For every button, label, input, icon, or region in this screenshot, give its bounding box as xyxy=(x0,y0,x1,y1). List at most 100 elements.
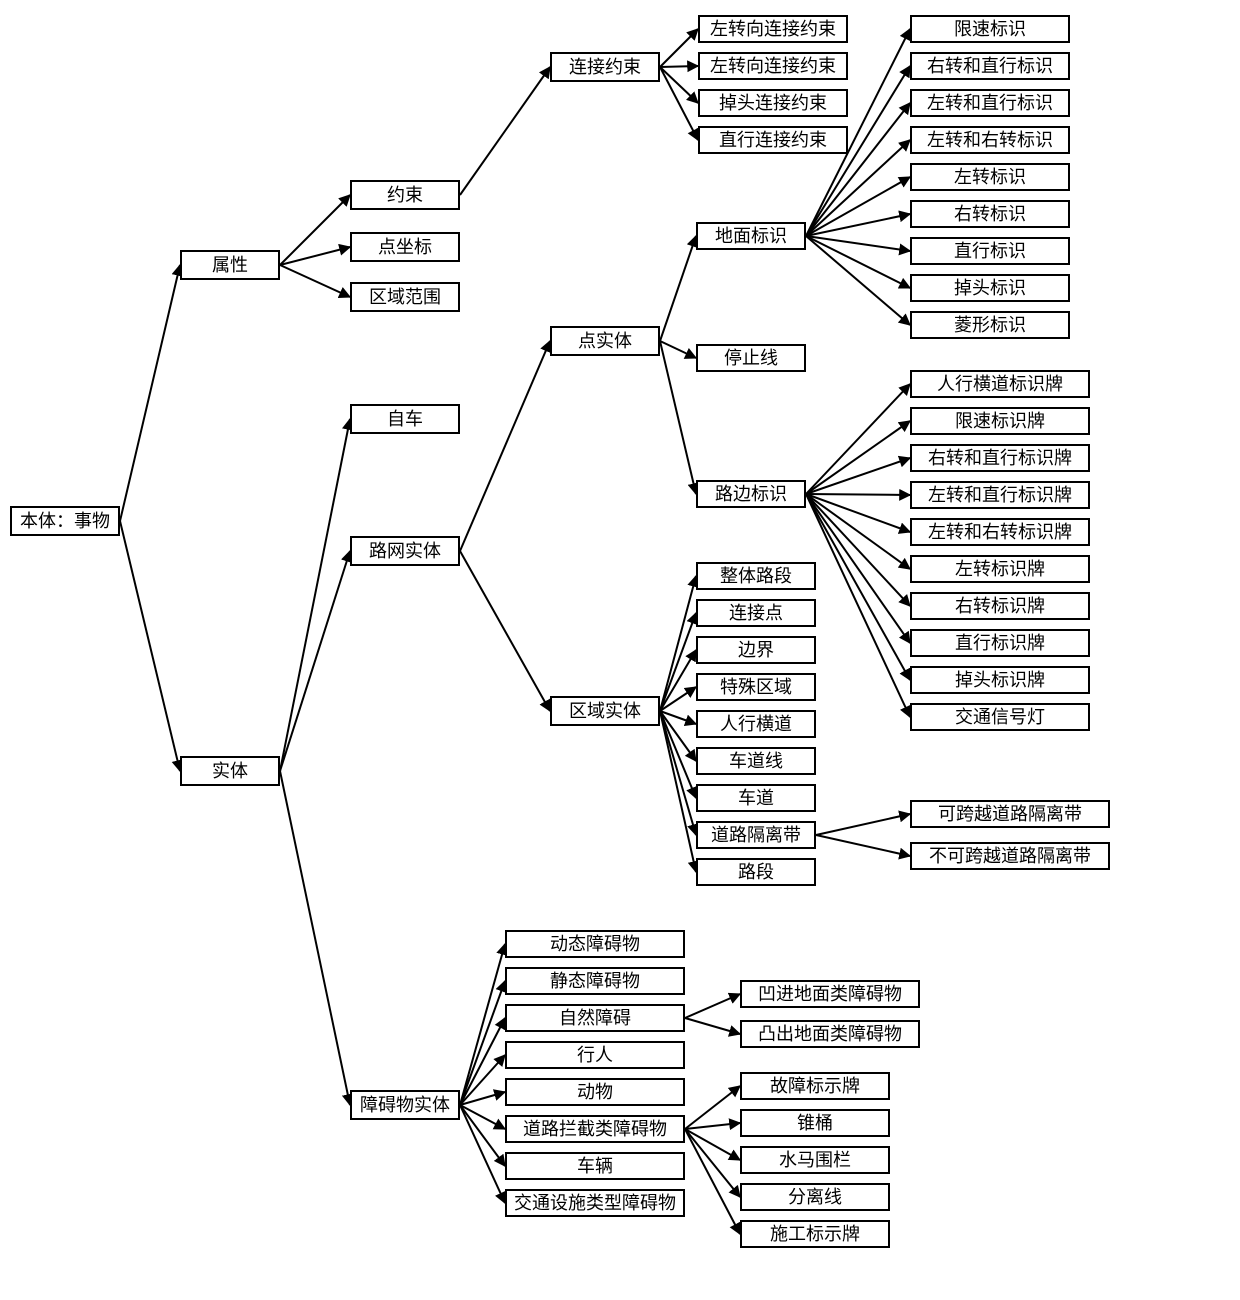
edge-ob_natural-nat_concave xyxy=(685,994,740,1018)
node-label: 右转标识 xyxy=(954,205,1026,223)
edge-area_entity-ae_divider xyxy=(660,711,696,835)
node-label: 整体路段 xyxy=(720,567,792,585)
node-label: 左转和直行标识 xyxy=(927,94,1053,112)
edge-obstacle-ob_natural xyxy=(460,1018,505,1105)
node-rs_right: 右转标识牌 xyxy=(910,592,1090,620)
edge-road_side_sign-rs_speed xyxy=(806,421,910,494)
edge-area_entity-ae_crosswalk xyxy=(660,711,696,724)
node-ae_whole: 整体路段 xyxy=(696,562,816,590)
edge-ground_sign-gs_left xyxy=(806,177,910,236)
node-label: 右转和直行标识 xyxy=(927,57,1053,75)
node-rs_left: 左转标识牌 xyxy=(910,555,1090,583)
node-gs_left_right: 左转和右转标识 xyxy=(910,126,1070,154)
node-cc_left1: 左转向连接约束 xyxy=(698,15,848,43)
node-label: 地面标识 xyxy=(715,227,787,245)
node-entity: 实体 xyxy=(180,756,280,786)
edge-attr-area_range xyxy=(280,265,350,297)
node-cc_straight: 直行连接约束 xyxy=(698,126,848,154)
node-nat_convex: 凸出地面类障碍物 xyxy=(740,1020,920,1048)
node-cc_left2: 左转向连接约束 xyxy=(698,52,848,80)
node-label: 车道线 xyxy=(729,752,783,770)
node-point_coord: 点坐标 xyxy=(350,232,460,262)
edge-road_net-point_entity xyxy=(460,341,550,551)
node-label: 区域实体 xyxy=(569,702,641,720)
node-label: 掉头连接约束 xyxy=(719,94,827,112)
edge-road_side_sign-rs_right_st xyxy=(806,458,910,494)
node-rb_lane: 分离线 xyxy=(740,1183,890,1211)
node-gs_straight: 直行标识 xyxy=(910,237,1070,265)
edge-root-entity xyxy=(120,521,180,771)
node-label: 掉头标识 xyxy=(954,279,1026,297)
node-ob_animal: 动物 xyxy=(505,1078,685,1106)
node-label: 掉头标识牌 xyxy=(955,671,1045,689)
node-rs_right_st: 右转和直行标识牌 xyxy=(910,444,1090,472)
node-label: 约束 xyxy=(387,186,423,204)
edge-ob_roadblock-rb_barrier xyxy=(685,1129,740,1160)
edge-obstacle-ob_ped xyxy=(460,1055,505,1105)
node-gs_right: 右转标识 xyxy=(910,200,1070,228)
edge-obstacle-ob_roadblock xyxy=(460,1105,505,1129)
node-ae_crosswalk: 人行横道 xyxy=(696,710,816,738)
node-label: 交通信号灯 xyxy=(955,708,1045,726)
node-attr: 属性 xyxy=(180,250,280,280)
node-ob_dynamic: 动态障碍物 xyxy=(505,930,685,958)
edge-ob_natural-nat_convex xyxy=(685,1018,740,1034)
edge-road_side_sign-rs_pedcross xyxy=(806,384,910,494)
node-label: 连接点 xyxy=(729,604,783,622)
node-label: 车辆 xyxy=(577,1157,613,1175)
node-gs_right_st: 右转和直行标识 xyxy=(910,52,1070,80)
edge-conn_constraint-cc_left1 xyxy=(660,29,698,67)
node-label: 连接约束 xyxy=(569,58,641,76)
edge-constraint-conn_constraint xyxy=(460,67,550,195)
edge-obstacle-ob_facility xyxy=(460,1105,505,1203)
edge-obstacle-ob_animal xyxy=(460,1092,505,1105)
node-ae_segment: 路段 xyxy=(696,858,816,886)
edge-entity-road_net xyxy=(280,551,350,771)
node-rs_left_st: 左转和直行标识牌 xyxy=(910,481,1090,509)
edge-point_entity-stop_line xyxy=(660,341,696,358)
node-label: 特殊区域 xyxy=(720,678,792,696)
edge-point_entity-ground_sign xyxy=(660,236,696,341)
node-label: 故障标示牌 xyxy=(770,1077,860,1095)
node-label: 路网实体 xyxy=(369,542,441,560)
edge-obstacle-ob_dynamic xyxy=(460,944,505,1105)
node-obstacle: 障碍物实体 xyxy=(350,1090,460,1120)
node-cc_uturn: 掉头连接约束 xyxy=(698,89,848,117)
edge-area_entity-ae_lane xyxy=(660,711,696,798)
node-label: 动态障碍物 xyxy=(550,935,640,953)
edge-entity-obstacle xyxy=(280,771,350,1105)
node-label: 可跨越道路隔离带 xyxy=(938,805,1082,823)
edge-point_entity-road_side_sign xyxy=(660,341,696,494)
edge-ob_roadblock-rb_cone xyxy=(685,1123,740,1129)
node-ob_facility: 交通设施类型障碍物 xyxy=(505,1189,685,1217)
node-self_car: 自车 xyxy=(350,404,460,434)
edge-root-attr xyxy=(120,265,180,521)
edge-ground_sign-gs_straight xyxy=(806,236,910,251)
node-rb_fault: 故障标示牌 xyxy=(740,1072,890,1100)
edge-area_entity-ae_conn xyxy=(660,613,696,711)
node-label: 点实体 xyxy=(578,332,632,350)
node-point_entity: 点实体 xyxy=(550,326,660,356)
edge-ground_sign-gs_diamond xyxy=(806,236,910,325)
node-label: 分离线 xyxy=(788,1188,842,1206)
edge-conn_constraint-cc_straight xyxy=(660,67,698,140)
node-gs_diamond: 菱形标识 xyxy=(910,311,1070,339)
node-rb_construction: 施工标示牌 xyxy=(740,1220,890,1248)
node-ae_lane: 车道 xyxy=(696,784,816,812)
node-ae_conn: 连接点 xyxy=(696,599,816,627)
node-label: 施工标示牌 xyxy=(770,1225,860,1243)
edge-attr-point_coord xyxy=(280,247,350,265)
node-label: 行人 xyxy=(577,1046,613,1064)
node-road_net: 路网实体 xyxy=(350,536,460,566)
node-label: 凹进地面类障碍物 xyxy=(758,985,902,1003)
ontology-tree-diagram: 本体：事物属性实体约束点坐标区域范围连接约束左转向连接约束左转向连接约束掉头连接… xyxy=(0,0,1240,1300)
node-label: 人行横道 xyxy=(720,715,792,733)
node-rs_pedcross: 人行横道标识牌 xyxy=(910,370,1090,398)
node-rs_uturn: 掉头标识牌 xyxy=(910,666,1090,694)
edge-obstacle-ob_vehicle xyxy=(460,1105,505,1166)
node-rb_barrier: 水马围栏 xyxy=(740,1146,890,1174)
node-ae_laneline: 车道线 xyxy=(696,747,816,775)
node-label: 交通设施类型障碍物 xyxy=(514,1194,676,1212)
node-label: 左转向连接约束 xyxy=(710,20,836,38)
node-label: 本体：事物 xyxy=(20,512,110,530)
